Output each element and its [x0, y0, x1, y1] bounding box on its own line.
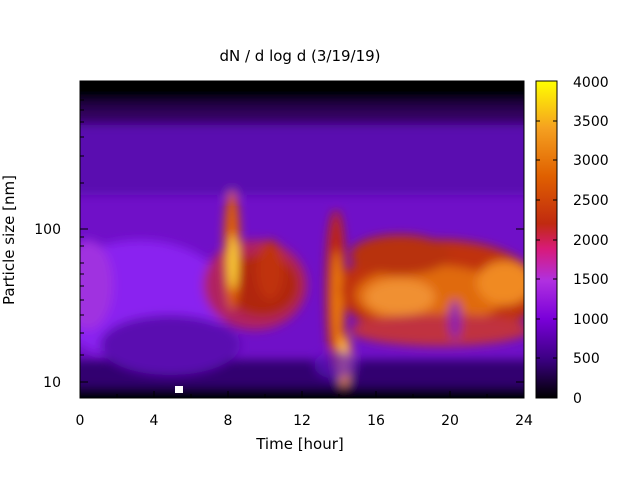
y-tick-labels: 10 100 — [34, 222, 61, 391]
heatmap-20h-notch — [449, 300, 461, 340]
x-axis — [79, 81, 525, 398]
heatmap-left-mode — [80, 240, 113, 330]
colorbar-tick-label: 3500 — [573, 114, 609, 130]
colorbar-tick-labels: 0 500 1000 1500 2000 2500 3000 3500 4000 — [573, 75, 609, 407]
colorbar-tick-label: 4000 — [573, 75, 609, 91]
colorbar: 0 500 1000 1500 2000 2500 3000 3500 4000 — [535, 75, 609, 407]
missing-data-marker — [175, 386, 183, 393]
x-tick-label: 8 — [224, 413, 233, 429]
colorbar-ticks — [536, 120, 557, 399]
heatmap — [80, 81, 524, 398]
y-axis-label: Particle size [nm] — [0, 175, 18, 305]
x-tick-label: 16 — [367, 413, 385, 429]
heatmap-evening-upper — [350, 235, 450, 275]
x-tick-label: 0 — [76, 413, 85, 429]
heatmap-dawn-dip — [100, 315, 240, 375]
heatmap-10h-lobe — [256, 240, 284, 300]
y-tick-label: 100 — [34, 222, 61, 238]
colorbar-tick-label: 1500 — [573, 272, 609, 288]
x-axis-label: Time [hour] — [255, 435, 344, 453]
heatmap-evening-peak — [365, 279, 435, 315]
colorbar-gradient — [536, 81, 557, 398]
colorbar-tick-label: 1000 — [573, 312, 609, 328]
heatmap-8h-peak — [229, 234, 237, 290]
colorbar-tick-label: 0 — [573, 391, 582, 407]
colorbar-tick-label: 500 — [573, 351, 600, 367]
heatmap-14h-core — [332, 250, 342, 350]
colorbar-tick-label: 2000 — [573, 233, 609, 249]
chart-title: dN / d log d (3/19/19) — [219, 47, 380, 65]
x-tick-label: 4 — [150, 413, 159, 429]
x-tick-label: 24 — [515, 413, 533, 429]
colorbar-tick-label: 3000 — [573, 153, 609, 169]
heatmap-lower-tail — [350, 314, 524, 346]
x-tick-labels: 0 4 8 12 16 20 24 — [76, 413, 533, 429]
y-axis — [80, 90, 524, 383]
x-tick-label: 12 — [293, 413, 311, 429]
heatmap-upper-purple — [80, 125, 524, 195]
heatmap-nucleation-halo — [314, 351, 358, 379]
colorbar-tick-label: 2500 — [573, 193, 609, 209]
heatmap-late-peak — [477, 261, 524, 305]
y-tick-label: 10 — [43, 375, 61, 391]
x-tick-label: 20 — [441, 413, 459, 429]
